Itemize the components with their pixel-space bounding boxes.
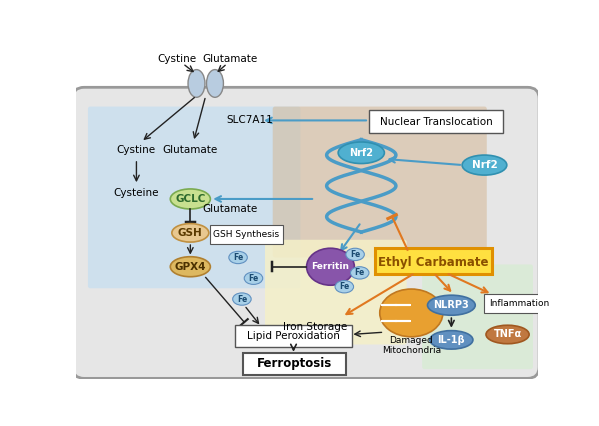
Text: Iron Storage: Iron Storage	[283, 322, 347, 332]
Text: Ethyl Carbamate: Ethyl Carbamate	[379, 256, 489, 269]
FancyBboxPatch shape	[369, 109, 503, 133]
FancyBboxPatch shape	[422, 265, 533, 369]
Ellipse shape	[170, 257, 210, 277]
Text: Fe: Fe	[339, 282, 349, 291]
Ellipse shape	[244, 272, 263, 285]
Text: NLRP3: NLRP3	[434, 300, 469, 310]
FancyBboxPatch shape	[243, 353, 346, 374]
FancyBboxPatch shape	[273, 106, 487, 257]
Ellipse shape	[170, 189, 210, 209]
Text: GSH Synthesis: GSH Synthesis	[213, 230, 280, 239]
FancyBboxPatch shape	[375, 248, 492, 274]
Ellipse shape	[229, 251, 247, 264]
Text: Nuclear Translocation: Nuclear Translocation	[380, 117, 492, 127]
Text: Glutamate: Glutamate	[202, 204, 258, 214]
Text: Lipid Peroxidation: Lipid Peroxidation	[247, 331, 340, 341]
FancyBboxPatch shape	[235, 325, 352, 347]
Text: GSH: GSH	[178, 228, 202, 238]
Ellipse shape	[350, 267, 369, 279]
Ellipse shape	[232, 293, 251, 305]
FancyBboxPatch shape	[72, 87, 539, 378]
Text: Fe: Fe	[249, 274, 259, 283]
FancyBboxPatch shape	[485, 294, 553, 313]
Text: Inflammation: Inflammation	[489, 299, 549, 308]
FancyBboxPatch shape	[265, 240, 407, 345]
Text: Fe: Fe	[350, 250, 360, 259]
Text: TNFα: TNFα	[494, 329, 522, 340]
Text: GCLC: GCLC	[175, 194, 205, 204]
Text: Glutamate: Glutamate	[202, 54, 258, 64]
Ellipse shape	[346, 248, 364, 261]
Text: GPX4: GPX4	[174, 262, 206, 272]
Ellipse shape	[307, 248, 355, 285]
Text: Fe: Fe	[355, 268, 365, 277]
FancyBboxPatch shape	[210, 225, 283, 244]
Ellipse shape	[338, 142, 385, 164]
Text: Ferroptosis: Ferroptosis	[256, 357, 332, 370]
Text: Fe: Fe	[237, 294, 247, 304]
Text: Damaged
Mitochondria: Damaged Mitochondria	[382, 336, 441, 355]
Ellipse shape	[428, 295, 475, 315]
Text: Nrf2: Nrf2	[349, 148, 373, 158]
Text: Glutamate: Glutamate	[163, 145, 218, 155]
Text: Nrf2: Nrf2	[471, 160, 497, 170]
Ellipse shape	[430, 331, 473, 349]
Ellipse shape	[462, 155, 507, 175]
Text: Fe: Fe	[233, 253, 243, 262]
Ellipse shape	[335, 281, 353, 293]
Ellipse shape	[486, 325, 529, 344]
Text: Cystine: Cystine	[117, 145, 156, 155]
Ellipse shape	[207, 69, 223, 97]
Text: Ferritin: Ferritin	[311, 262, 349, 271]
Text: Cysteine: Cysteine	[114, 188, 159, 198]
Ellipse shape	[380, 289, 443, 337]
FancyBboxPatch shape	[88, 106, 301, 288]
Ellipse shape	[188, 69, 205, 97]
Text: IL-1β: IL-1β	[437, 335, 465, 345]
Ellipse shape	[172, 224, 209, 242]
Text: Cystine: Cystine	[157, 54, 196, 64]
Text: SLC7A11: SLC7A11	[226, 115, 273, 125]
